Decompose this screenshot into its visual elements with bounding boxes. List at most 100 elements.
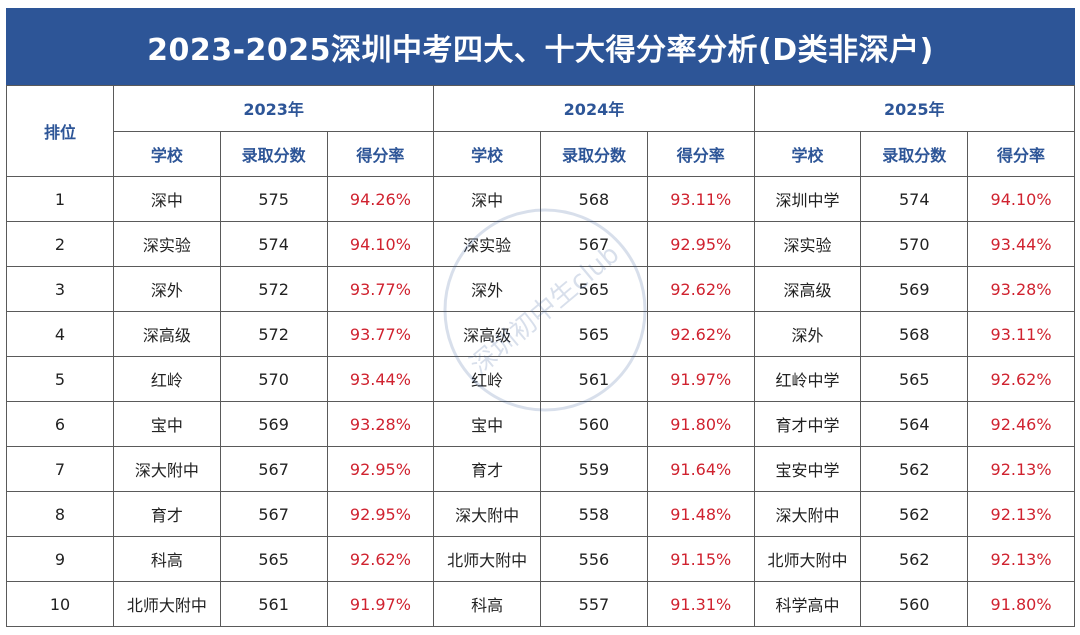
- school-header: 学校: [433, 130, 542, 177]
- score-cell: 574: [860, 176, 969, 222]
- score-cell: 562: [860, 491, 969, 537]
- rate-cell: 91.80%: [967, 581, 1075, 627]
- rate-cell: 94.26%: [326, 176, 435, 222]
- rate-header: 得分率: [646, 130, 755, 177]
- school-cell: 红岭中学: [753, 356, 862, 402]
- rate-cell: 92.62%: [326, 536, 435, 582]
- rank-cell: 5: [6, 356, 114, 402]
- score-cell: 565: [540, 311, 648, 357]
- rank-cell: 6: [6, 401, 114, 447]
- school-header: 学校: [753, 130, 862, 177]
- school-cell: 宝中: [113, 401, 221, 447]
- score-cell: 565: [860, 356, 969, 402]
- rate-cell: 93.11%: [967, 311, 1075, 357]
- rate-cell: 92.95%: [326, 491, 435, 537]
- score-cell: 561: [540, 356, 648, 402]
- school-cell: 深外: [433, 266, 542, 312]
- rate-cell: 93.28%: [967, 266, 1075, 312]
- table-row: 8 育才 567 92.95% 深大附中 558 91.48% 深大附中 562 92.13%: [6, 491, 1075, 537]
- rank-cell: 4: [6, 311, 114, 357]
- school-cell: 北师大附中: [433, 536, 542, 582]
- rank-cell: 1: [6, 176, 114, 222]
- score-cell: 562: [860, 446, 969, 492]
- school-cell: 科高: [433, 581, 542, 627]
- column-header-row: 学校 录取分数 得分率 学校 录取分数 得分率 学校 录取分数 得分率: [7, 130, 1075, 177]
- year-header-row: 排位 2023年 2024年 2025年: [6, 85, 1076, 177]
- score-cell: 570: [860, 221, 969, 267]
- table-row: 2 深实验 574 94.10% 深实验 567 92.95% 深实验 570 93.44%: [6, 221, 1075, 267]
- score-header: 录取分数: [860, 130, 969, 177]
- rank-cell: 8: [6, 491, 114, 537]
- year-header-2023: 2023年: [112, 85, 435, 132]
- rate-cell: 91.97%: [646, 356, 755, 402]
- rate-cell: 91.31%: [646, 581, 755, 627]
- score-cell: 559: [540, 446, 648, 492]
- score-header: 录取分数: [540, 130, 648, 177]
- rate-cell: 92.13%: [967, 446, 1075, 492]
- table-row: 10 北师大附中 561 91.97% 科高 557 91.31% 科学高中 560 91.80%: [6, 581, 1075, 627]
- rate-header: 得分率: [967, 130, 1075, 177]
- year-header-2025: 2025年: [753, 85, 1076, 132]
- school-cell: 深圳中学: [753, 176, 862, 222]
- rate-cell: 91.97%: [326, 581, 435, 627]
- rank-header: 排位: [6, 85, 114, 177]
- score-cell: 564: [860, 401, 969, 447]
- school-cell: 深实验: [113, 221, 221, 267]
- year-header-2024: 2024年: [433, 85, 755, 132]
- rate-cell: 91.15%: [646, 536, 755, 582]
- table-row: 1 深中 575 94.26% 深中 568 93.11% 深圳中学 574 94.10%: [6, 176, 1075, 222]
- rate-header: 得分率: [326, 130, 435, 177]
- rate-cell: 93.77%: [326, 311, 435, 357]
- score-cell: 560: [540, 401, 648, 447]
- page-title: 2023-2025深圳中考四大、十大得分率分析(D类非深户): [6, 8, 1075, 85]
- score-header: 录取分数: [219, 130, 328, 177]
- score-cell: 569: [860, 266, 969, 312]
- rate-cell: 92.95%: [646, 221, 755, 267]
- score-table-container: 2023-2025深圳中考四大、十大得分率分析(D类非深户) 排位 2023年 …: [6, 8, 1076, 627]
- school-cell: 北师大附中: [113, 581, 221, 627]
- school-cell: 深中: [433, 176, 542, 222]
- table-row: 6 宝中 569 93.28% 宝中 560 91.80% 育才中学 564 92.46%: [6, 401, 1075, 447]
- school-header: 学校: [113, 130, 221, 177]
- score-cell: 562: [860, 536, 969, 582]
- score-cell: 560: [860, 581, 969, 627]
- school-cell: 深大附中: [113, 446, 221, 492]
- rate-cell: 92.46%: [967, 401, 1075, 447]
- score-cell: 558: [540, 491, 648, 537]
- school-cell: 深大附中: [433, 491, 542, 537]
- school-cell: 科高: [113, 536, 221, 582]
- school-cell: 红岭: [433, 356, 542, 402]
- school-cell: 深实验: [753, 221, 862, 267]
- school-cell: 育才: [113, 491, 221, 537]
- score-cell: 565: [219, 536, 328, 582]
- rate-cell: 92.62%: [646, 311, 755, 357]
- score-cell: 572: [219, 311, 328, 357]
- rate-cell: 92.13%: [967, 491, 1075, 537]
- score-cell: 567: [219, 491, 328, 537]
- school-cell: 深外: [113, 266, 221, 312]
- school-cell: 深高级: [753, 266, 862, 312]
- rate-cell: 92.95%: [326, 446, 435, 492]
- rate-cell: 91.80%: [646, 401, 755, 447]
- school-cell: 宝安中学: [753, 446, 862, 492]
- rank-cell: 7: [6, 446, 114, 492]
- score-cell: 572: [219, 266, 328, 312]
- rate-cell: 94.10%: [326, 221, 435, 267]
- school-cell: 红岭: [113, 356, 221, 402]
- school-cell: 科学高中: [753, 581, 862, 627]
- school-cell: 深外: [753, 311, 862, 357]
- score-cell: 561: [219, 581, 328, 627]
- rate-cell: 92.62%: [967, 356, 1075, 402]
- school-cell: 育才中学: [753, 401, 862, 447]
- score-cell: 569: [219, 401, 328, 447]
- rate-cell: 92.62%: [646, 266, 755, 312]
- rate-cell: 93.11%: [646, 176, 755, 222]
- score-cell: 567: [540, 221, 648, 267]
- school-cell: 深大附中: [753, 491, 862, 537]
- score-cell: 568: [860, 311, 969, 357]
- score-cell: 565: [540, 266, 648, 312]
- rate-cell: 93.77%: [326, 266, 435, 312]
- rank-cell: 3: [6, 266, 114, 312]
- table-row: 3 深外 572 93.77% 深外 565 92.62% 深高级 569 93.28%: [6, 266, 1075, 312]
- score-cell: 574: [219, 221, 328, 267]
